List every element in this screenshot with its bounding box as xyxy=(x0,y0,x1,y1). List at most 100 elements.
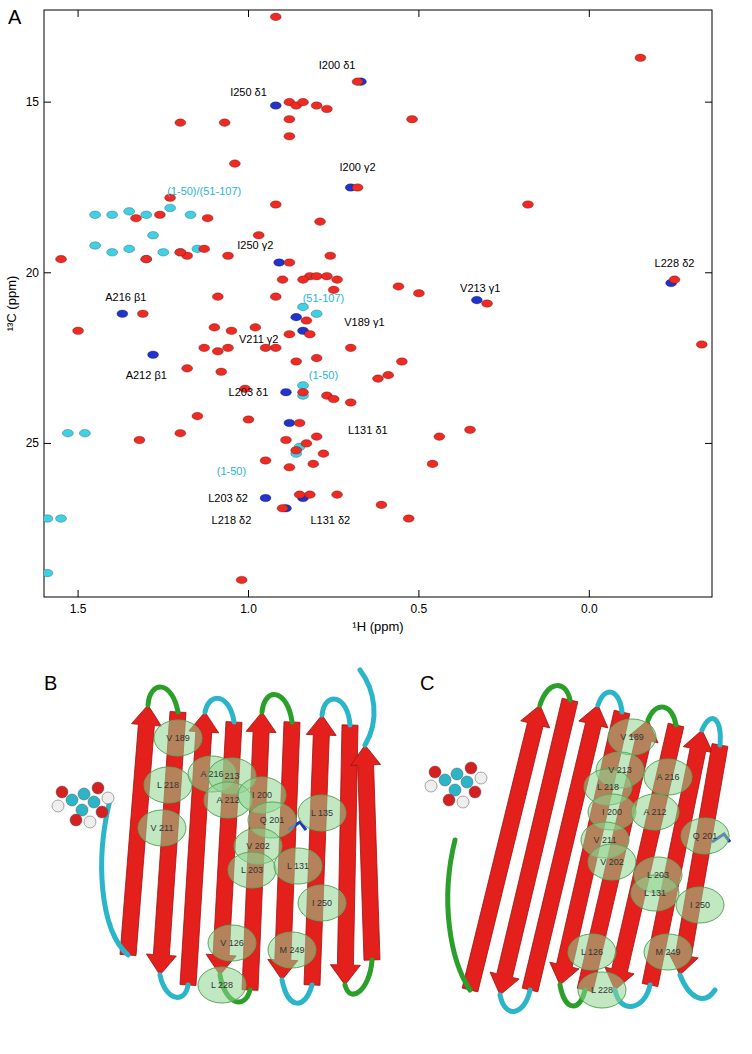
peak xyxy=(141,255,152,263)
peak xyxy=(253,231,264,239)
loop xyxy=(205,698,234,722)
peak xyxy=(291,358,302,366)
peak xyxy=(44,569,53,577)
peak xyxy=(298,276,309,284)
peak xyxy=(107,249,118,257)
peak xyxy=(148,231,159,239)
peak xyxy=(90,211,101,219)
y-tick-label: 15 xyxy=(26,95,40,109)
peak xyxy=(277,504,288,512)
peak-annotation: I250 δ1 xyxy=(230,86,267,98)
peak xyxy=(182,365,193,373)
peak-annotation: A216 β1 xyxy=(105,291,146,303)
residue-label: I 250 xyxy=(312,898,332,908)
peak xyxy=(165,204,176,212)
peak-annotation: V189 γ1 xyxy=(344,316,384,328)
residue-label: L 228 xyxy=(591,985,613,995)
peak xyxy=(304,491,315,499)
peak xyxy=(301,440,312,448)
peak xyxy=(175,249,186,257)
x-tick-label: 0.5 xyxy=(411,602,428,616)
structure-panel: BV 189L 218A 216213A 212I 200Q 201L 135V… xyxy=(44,670,381,1003)
panel-label: A xyxy=(8,6,22,28)
peak xyxy=(62,429,73,437)
peak xyxy=(284,115,295,123)
y-tick xyxy=(705,272,712,273)
ligand-atom xyxy=(425,780,437,792)
peak xyxy=(304,330,315,338)
peak xyxy=(229,160,240,168)
peak xyxy=(482,300,493,308)
surface-patch xyxy=(298,795,346,831)
surface-patch xyxy=(268,932,316,968)
residue-label: M 249 xyxy=(655,947,680,957)
peak xyxy=(294,491,305,499)
panel-label: C xyxy=(420,672,434,694)
peak xyxy=(396,358,407,366)
loop xyxy=(322,699,350,725)
peak xyxy=(56,255,67,263)
peak xyxy=(311,354,322,362)
peak xyxy=(209,324,220,332)
x-tick-label: 1.5 xyxy=(70,602,87,616)
peak xyxy=(318,450,329,458)
surface-patch xyxy=(588,844,636,880)
surface-patch xyxy=(154,720,202,756)
x-tick xyxy=(248,10,249,17)
residue-label: L 131 xyxy=(287,861,309,871)
ligand-atom xyxy=(469,786,481,798)
loop xyxy=(282,980,312,1003)
surface-patch xyxy=(608,719,656,755)
surface-patch xyxy=(568,934,616,970)
peak xyxy=(277,276,288,284)
residue-label: L 218 xyxy=(597,782,619,792)
residue-label: L 135 xyxy=(311,808,333,818)
peak xyxy=(250,324,261,332)
ligand-atom xyxy=(465,762,477,774)
surface-patch xyxy=(631,794,679,830)
peak-annotation: (1-50)/(51-107) xyxy=(167,185,241,197)
residue-label: A 212 xyxy=(216,795,239,805)
figure: 1.51.00.50.0152025¹H (ppm)¹³C (ppm)AI200… xyxy=(0,0,752,1054)
loop xyxy=(345,960,372,994)
residue-label: A 212 xyxy=(643,807,666,817)
surface-patch xyxy=(298,885,346,921)
y-tick-label: 25 xyxy=(26,436,40,450)
peak xyxy=(280,388,291,396)
panel-label: B xyxy=(44,672,57,694)
surface-patch xyxy=(676,887,724,923)
ligand-atom xyxy=(78,788,90,800)
y-tick xyxy=(44,443,51,444)
peak xyxy=(311,272,322,280)
surface-patch xyxy=(228,852,276,888)
peak xyxy=(345,399,356,407)
ligand-atom xyxy=(92,782,104,794)
y-tick xyxy=(705,102,712,103)
beta-strand xyxy=(351,745,381,960)
peak xyxy=(298,382,309,390)
ligand-atom xyxy=(102,792,114,804)
surface-patch xyxy=(681,818,729,854)
peak xyxy=(321,105,332,113)
annotations: I200 δ1I250 δ1I200 γ2(1-50)/(51-107)I250… xyxy=(105,59,694,527)
y-tick-label: 20 xyxy=(26,266,40,280)
surface-patch xyxy=(274,848,322,884)
surface-patch xyxy=(144,767,192,803)
loop xyxy=(680,975,715,998)
peak xyxy=(376,501,387,509)
ligand-atom xyxy=(439,774,451,786)
peak xyxy=(137,310,148,318)
peak xyxy=(148,351,159,359)
peak xyxy=(373,375,384,383)
ligand-atom xyxy=(475,772,487,784)
peak xyxy=(223,252,234,260)
residue-label: A 216 xyxy=(200,769,223,779)
peak xyxy=(403,515,414,523)
peak xyxy=(294,419,305,427)
peak xyxy=(117,310,128,318)
residue-label: M 249 xyxy=(279,945,304,955)
residue-label: L 228 xyxy=(211,980,233,990)
peak xyxy=(332,491,343,499)
x-tick xyxy=(589,10,590,17)
peak xyxy=(434,433,445,441)
